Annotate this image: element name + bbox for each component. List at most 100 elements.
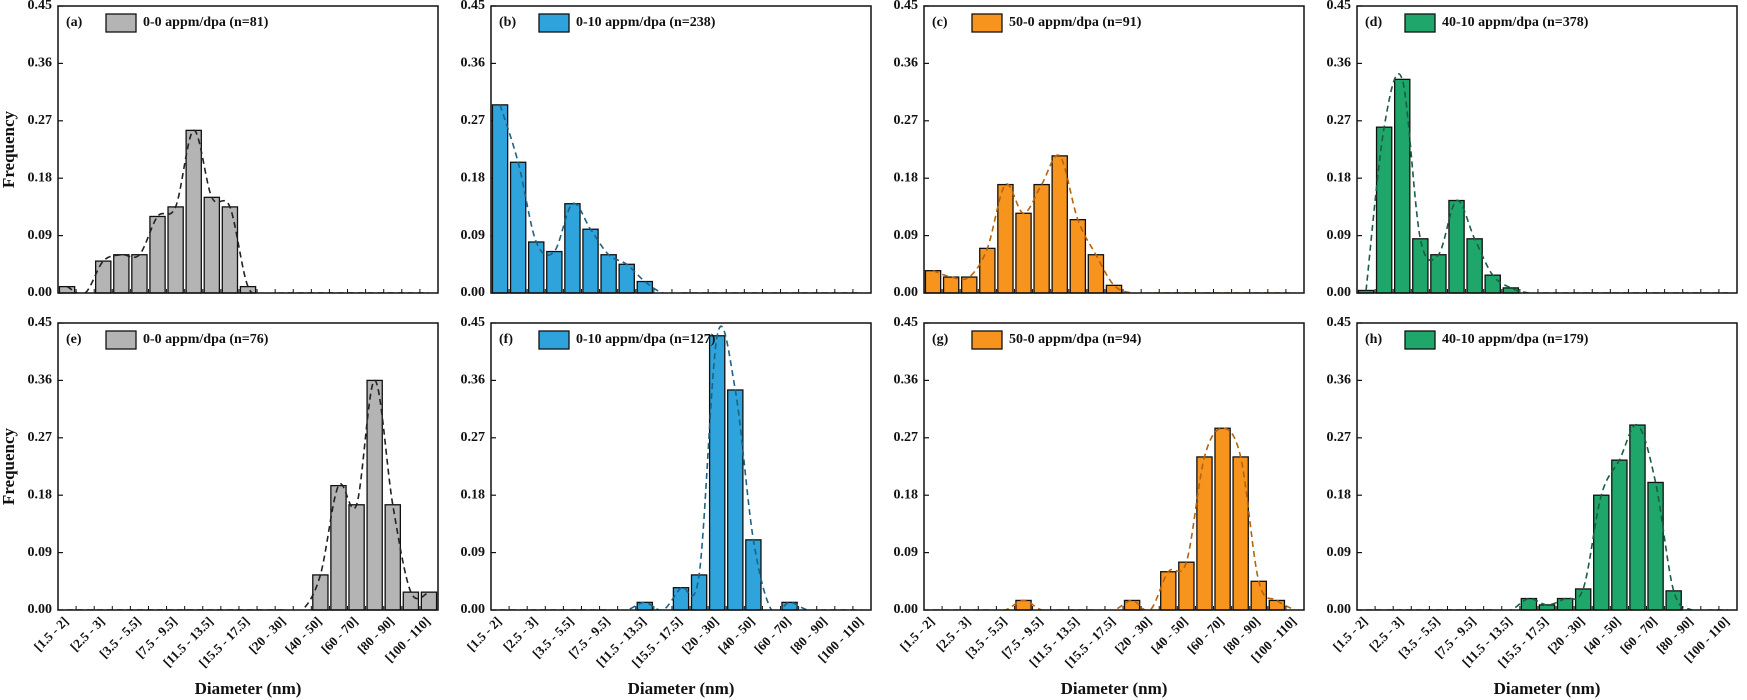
bar <box>582 228 599 294</box>
legend-label: 50-0 appm/dpa (n=91) <box>1009 15 1142 30</box>
y-tick-label: 0.18 <box>894 170 919 185</box>
bar <box>94 260 112 294</box>
bar <box>1232 456 1249 611</box>
y-tick-label: 0.36 <box>894 56 919 71</box>
bar <box>509 161 527 294</box>
x-tick-label: [60 - 70] <box>751 614 794 657</box>
y-axis-title: Frequency <box>0 110 18 188</box>
legend-swatch <box>971 330 1003 350</box>
bar <box>330 484 347 611</box>
panel-label: (h) <box>1365 332 1382 347</box>
x-tick-label: [40 - 50] <box>282 614 325 657</box>
x-tick-label: [1.5 - 2] <box>897 614 937 654</box>
bar <box>348 504 365 611</box>
y-tick-label: 0.09 <box>1327 228 1352 243</box>
x-tick-label: [40 - 50] <box>715 614 758 657</box>
legend-label: 40-10 appm/dpa (n=179) <box>1442 332 1589 347</box>
y-tick-label: 0.18 <box>1327 170 1352 185</box>
bar <box>185 129 202 294</box>
legend-swatch <box>971 13 1003 33</box>
bar <box>1087 254 1105 294</box>
fit-curve <box>1366 424 1728 610</box>
legend-label: 0-10 appm/dpa (n=238) <box>576 15 716 30</box>
bar <box>1484 274 1501 294</box>
plot-frame <box>57 5 439 294</box>
bar <box>1393 78 1411 294</box>
y-tick-label: 0.00 <box>461 602 486 617</box>
bar <box>366 379 383 611</box>
x-axis-title: Diameter (nm) <box>1494 679 1601 698</box>
y-tick-label: 0.00 <box>894 602 919 617</box>
plot-frame <box>1356 322 1738 611</box>
y-tick-label: 0.09 <box>28 545 53 560</box>
y-axis-title: Frequency <box>0 427 18 505</box>
x-tick-label: [20 - 30] <box>246 614 289 657</box>
bar <box>1611 459 1628 611</box>
legend-label: 0-0 appm/dpa (n=76) <box>143 332 269 347</box>
y-tick-label: 0.09 <box>461 545 486 560</box>
y-tick-label: 0.27 <box>1327 430 1352 445</box>
y-tick-label: 0.09 <box>894 228 919 243</box>
panel-label: (d) <box>1365 15 1382 30</box>
fit-curve <box>500 325 862 610</box>
bar <box>636 280 654 294</box>
bar <box>690 574 708 611</box>
y-tick-label: 0.09 <box>28 228 53 243</box>
legend-label: 0-10 appm/dpa (n=127) <box>576 332 716 347</box>
fit-curve <box>933 427 1296 610</box>
x-axis-title: Diameter (nm) <box>195 679 302 698</box>
y-tick-label: 0.00 <box>894 285 919 300</box>
y-tick-label: 0.18 <box>1327 487 1352 502</box>
x-tick-label: [1.5 - 2] <box>31 614 71 654</box>
y-tick-label: 0.18 <box>28 487 53 502</box>
y-tick-label: 0.27 <box>461 113 486 128</box>
x-tick-label: [1.5 - 2] <box>464 614 504 654</box>
plot-frame <box>923 322 1305 611</box>
panel-label: (c) <box>932 15 948 30</box>
x-tick-label: [60 - 70] <box>318 614 361 657</box>
y-tick-label: 0.27 <box>28 430 53 445</box>
y-tick-label: 0.36 <box>28 56 53 71</box>
bar <box>312 574 329 611</box>
bar <box>1196 456 1213 611</box>
y-tick-label: 0.00 <box>28 285 53 300</box>
bar <box>1160 571 1177 611</box>
legend-swatch <box>105 13 137 33</box>
y-tick-label: 0.45 <box>28 315 53 330</box>
x-tick-label: [60 - 70] <box>1617 614 1660 657</box>
plot-frame <box>57 322 439 611</box>
y-tick-label: 0.00 <box>28 602 53 617</box>
y-tick-label: 0.00 <box>461 285 486 300</box>
fit-curve <box>66 129 429 293</box>
fit-curve <box>67 379 430 610</box>
panel-label: (b) <box>499 15 516 30</box>
bar <box>1178 561 1195 611</box>
bar <box>420 591 438 611</box>
y-tick-label: 0.27 <box>28 113 53 128</box>
y-tick-label: 0.09 <box>461 228 486 243</box>
fit-curve <box>499 104 862 293</box>
y-tick-label: 0.36 <box>461 373 486 388</box>
y-tick-label: 0.18 <box>461 170 486 185</box>
y-tick-label: 0.45 <box>461 315 486 330</box>
y-tick-label: 0.00 <box>1327 602 1352 617</box>
y-tick-label: 0.36 <box>1327 56 1352 71</box>
legend-label: 40-10 appm/dpa (n=378) <box>1442 15 1589 30</box>
x-tick-label: [40 - 50] <box>1581 614 1624 657</box>
plot-frame <box>923 5 1305 294</box>
bar <box>221 206 239 294</box>
legend-swatch <box>538 13 570 33</box>
bar <box>491 104 509 294</box>
y-tick-label: 0.45 <box>894 0 919 13</box>
bar <box>1033 183 1050 294</box>
x-tick-label: [20 - 30] <box>679 614 722 657</box>
bar <box>564 203 581 294</box>
bar <box>167 206 184 294</box>
bar <box>942 276 960 294</box>
y-tick-label: 0.09 <box>1327 545 1352 560</box>
bar <box>600 254 617 294</box>
y-tick-label: 0.00 <box>1327 285 1352 300</box>
bar <box>1375 126 1393 294</box>
legend-swatch <box>538 330 570 350</box>
bar <box>1593 494 1610 611</box>
